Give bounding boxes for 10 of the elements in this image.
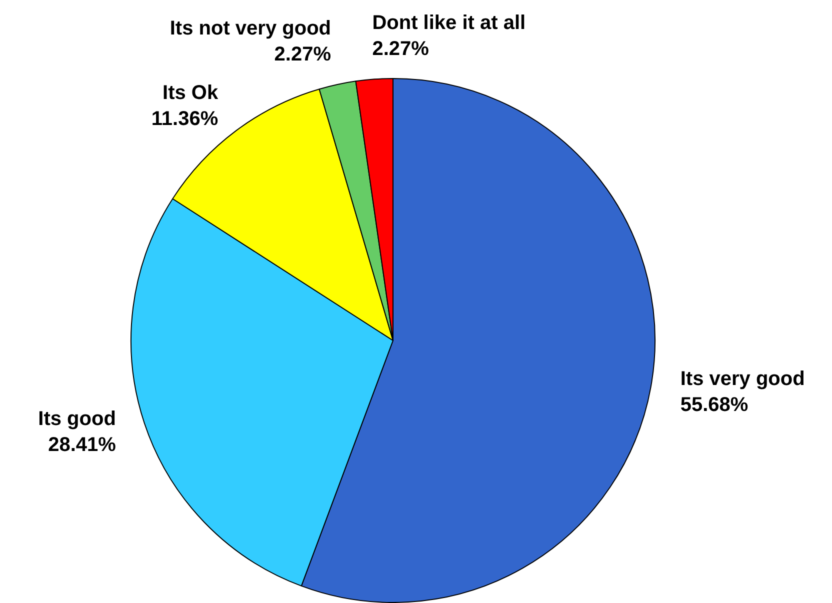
slice-label: Dont like it at all (372, 12, 526, 34)
data-label: 2.27% (274, 44, 332, 66)
data-label: 55.68% (680, 394, 748, 416)
slice-label: Its not very good (170, 18, 331, 40)
data-label: 28.41% (48, 434, 116, 456)
slice-label: Its very good (680, 368, 805, 390)
data-label: 11.36% (151, 108, 218, 130)
slice-label: Its good (38, 408, 116, 430)
slice-label: Its Ok (162, 82, 219, 104)
data-label: 2.27% (372, 38, 430, 60)
